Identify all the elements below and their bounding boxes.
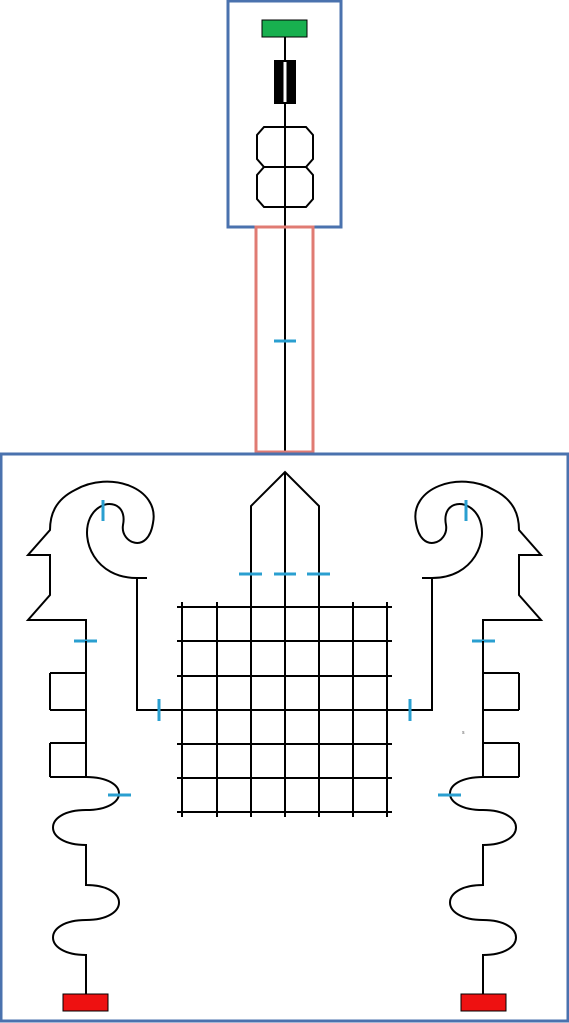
connector-channel [254,225,315,454]
central-grid [177,602,392,817]
left-branch [25,480,180,1012]
right-red-sink [460,993,507,1012]
right-hook-curl [414,480,544,640]
right-meander-coil [449,776,517,995]
left-ladder [49,641,87,778]
left-meander-coil [52,776,120,995]
left-hook-curl [25,480,155,640]
left-red-sink [62,993,109,1012]
splitter-funnel [250,470,320,607]
small-label: s [462,730,465,736]
octagon-coil-lower [256,166,314,208]
green-source-block [261,19,308,38]
right-ladder [482,641,520,778]
left-feeder-wire [136,578,180,711]
bottom-module-frame [0,452,569,1023]
right-feeder-wire [389,578,433,711]
right-branch [389,480,544,1012]
